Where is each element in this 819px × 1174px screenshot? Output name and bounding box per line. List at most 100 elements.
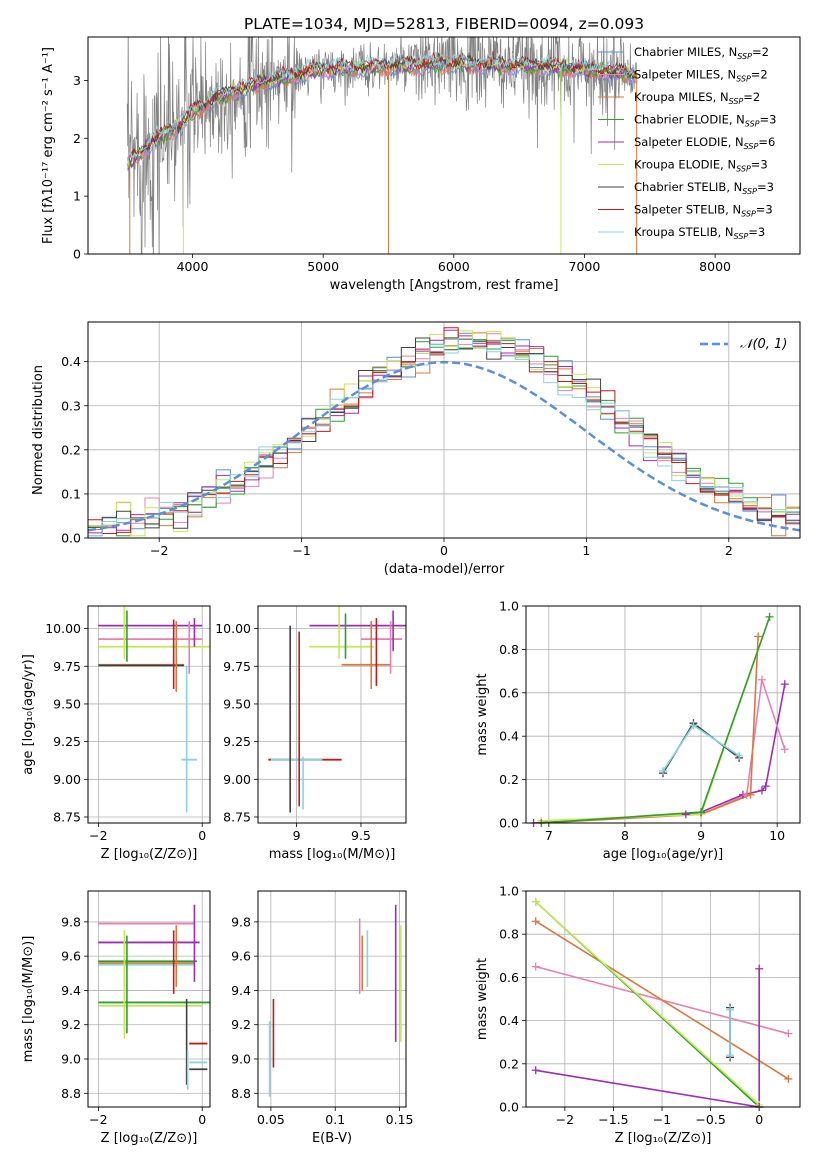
- weight-marker: [531, 1066, 540, 1075]
- weight-marker: [780, 745, 789, 754]
- x-tick-label: −1: [653, 1112, 671, 1127]
- y-tick-label: 0.2: [499, 772, 519, 787]
- legend-label: Salpeter ELODIE, NSSP=6: [634, 135, 775, 151]
- chart-age-vs-z: −2 0 8.75 9.00 9.25 9.50 9.75 10.00 Z [log₁₀(Z/Z…: [21, 605, 211, 862]
- axes-frame: [525, 605, 801, 824]
- plot-area: [98, 606, 210, 813]
- weight-marker: [765, 612, 774, 621]
- weight-line-3: [541, 616, 771, 822]
- x-tick-label: 5000: [307, 259, 339, 274]
- axes-frame: [87, 321, 801, 539]
- x-tick-label: −2: [89, 1112, 107, 1127]
- weight-marker: [761, 782, 770, 791]
- legend-label: Chabrier ELODIE, NSSP=3: [634, 113, 776, 129]
- x-tick-label: 8: [621, 828, 629, 843]
- y-tick-label: 0.3: [61, 398, 81, 413]
- y-axis-label: age [log₁₀(age/yr)]: [21, 654, 36, 775]
- weight-marker: [757, 786, 766, 795]
- legend-label: Kroupa STELIB, NSSP=3: [634, 225, 765, 241]
- x-tick-label: 0.15: [386, 1112, 414, 1127]
- legend: Chabrier MILES, NSSP=2 Salpeter MILES, NS…: [598, 45, 776, 241]
- y-tick-label: 9.25: [53, 734, 81, 749]
- chart-mass-vs-z: −2 0 8.8 9.0 9.2 9.4 9.6 9.8 Z [log₁₀(Z/Z⊙)] mass…: [21, 890, 211, 1146]
- x-tick-label: 7000: [569, 259, 601, 274]
- y-tick-label: 1.0: [499, 884, 519, 899]
- y-tick-label: 0.1: [61, 486, 81, 501]
- x-tick-label: 0: [198, 828, 206, 843]
- weight-line-2: [541, 636, 759, 823]
- y-tick-label: 9.50: [53, 696, 81, 711]
- weight-marker: [757, 675, 766, 684]
- x-tick-label: −1.5: [598, 1112, 628, 1127]
- x-tick-label: 7: [545, 828, 553, 843]
- legend-label: Kroupa ELODIE, NSSP=3: [634, 158, 768, 174]
- normal-curve: [88, 360, 800, 532]
- y-tick-label: 8.8: [231, 1086, 251, 1101]
- charts-container: 4000 5000 6000 7000 8 0 0 0 0 1 2 3 wavelength [Angs…: [21, 36, 801, 1146]
- x-tick-label: 9.5: [351, 828, 371, 843]
- x-axis-label: E(B-V): [312, 1131, 352, 1146]
- y-tick-label: 0.2: [499, 1056, 519, 1071]
- x-tick-label: 1: [582, 543, 590, 558]
- y-tick-label: 10.00: [215, 621, 251, 636]
- x-tick-label: 0: [755, 1112, 763, 1127]
- x-tick-label: 2: [725, 543, 733, 558]
- y-tick-label: 10.00: [45, 621, 81, 636]
- weight-marker: [697, 808, 706, 817]
- y-tick-label: 0: [73, 247, 81, 262]
- x-axis-label: Z [log₁₀(Z/Z⊙)]: [101, 1131, 198, 1146]
- x-tick-label: 4000: [177, 259, 209, 274]
- x-axis-label: age [log₁₀(age/yr)]: [603, 847, 724, 862]
- weight-line-4: [541, 616, 771, 823]
- legend: 𝒩(0, 1): [700, 337, 787, 352]
- y-tick-label: 0.6: [499, 685, 519, 700]
- weight-marker: [681, 810, 690, 819]
- legend-label: Salpeter MILES, NSSP=2: [634, 68, 768, 84]
- plot-area: [268, 606, 406, 813]
- x-axis-label: wavelength [Angstrom, rest frame]: [330, 278, 559, 293]
- y-tick-label: 9.4: [231, 983, 251, 998]
- weight-marker: [726, 1051, 735, 1060]
- y-tick-label: 9.00: [223, 772, 251, 787]
- y-tick-label: 0.8: [499, 927, 519, 942]
- y-tick-label: 9.00: [53, 772, 81, 787]
- y-tick-label: 1: [73, 189, 81, 204]
- y-tick-label: 3: [73, 73, 81, 88]
- figure-title: PLATE=1034, MJD=52813, FIBERID=0094, z=0…: [244, 15, 644, 33]
- weight-marker: [726, 1005, 735, 1014]
- weight-marker: [784, 1074, 793, 1083]
- weight-line-2: [535, 920, 789, 1080]
- x-tick-label: −2: [556, 1112, 574, 1127]
- x-tick-label: 0: [440, 543, 448, 558]
- x-tick-label: 6000: [438, 259, 470, 274]
- y-tick-label: 9.6: [231, 949, 251, 964]
- axes-frame: [525, 890, 801, 1108]
- model-line-8: [126, 49, 637, 163]
- y-tick-label: 9.2: [61, 1017, 81, 1032]
- y-tick-label: 8.8: [61, 1086, 81, 1101]
- axes-frame: [87, 605, 211, 824]
- observed-spectrum-line: [126, 37, 638, 254]
- y-tick-label: 0.4: [499, 729, 519, 744]
- y-tick-label: 9.8: [61, 914, 81, 929]
- weight-marker: [531, 897, 540, 906]
- y-tick-label: 0.4: [499, 1013, 519, 1028]
- y-axis-label: mass weight: [475, 673, 490, 755]
- weight-marker: [735, 751, 744, 760]
- model-line-1: [126, 60, 637, 168]
- x-axis-label: Z [log₁₀(Z/Z⊙)]: [101, 847, 198, 862]
- y-tick-label: 0.4: [61, 354, 81, 369]
- x-tick-label: 0: [198, 1112, 206, 1127]
- plot-area: [268, 904, 402, 1097]
- x-tick-label: 9: [293, 828, 301, 843]
- x-tick-label: −2: [150, 543, 168, 558]
- y-tick-label: 9.0: [61, 1052, 81, 1067]
- chart-mass-weight-vs-age: 7 8 9 10 0.0 0.2 0.4 0.6 0.8 1.0 age [log₁₀(age/yr…: [475, 599, 801, 862]
- y-tick-label: 9.6: [61, 949, 81, 964]
- y-tick-label: 9.75: [223, 659, 251, 674]
- plot-area: [535, 901, 789, 1107]
- y-tick-label: 9.2: [231, 1017, 251, 1032]
- axes-frame: [87, 890, 211, 1108]
- x-tick-label: 0.1: [325, 1112, 345, 1127]
